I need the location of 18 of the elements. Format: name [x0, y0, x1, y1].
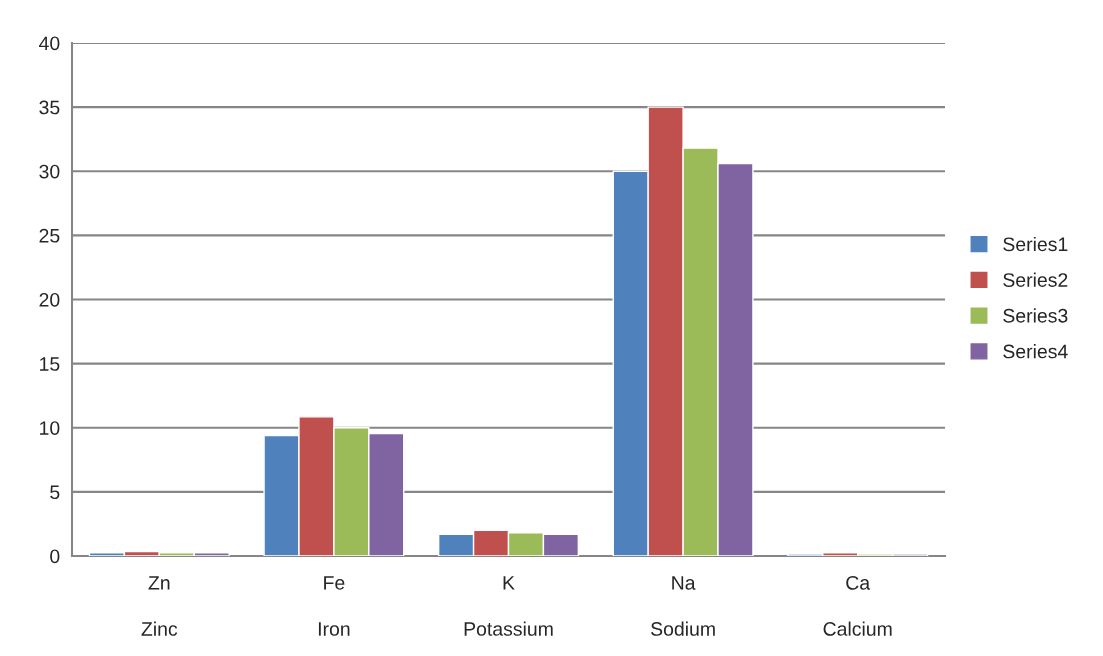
y-tick-label: 5 — [50, 485, 60, 500]
category-label: Fe Iron — [318, 576, 350, 636]
legend-label: Series2 — [1003, 272, 1068, 287]
y-tick-label: 20 — [39, 292, 60, 307]
y-tick-label: 25 — [39, 228, 60, 243]
legend-label: Series1 — [1003, 236, 1068, 252]
legend-label: Series4 — [1003, 344, 1068, 359]
y-tick-label: 30 — [39, 164, 60, 179]
y-tick-label: 10 — [40, 421, 60, 435]
y-tick-label: 15 — [40, 357, 60, 371]
y-tick-label: 40 — [39, 36, 60, 51]
category-label: Na Sodium — [651, 576, 715, 636]
category-label: K Potassium — [464, 576, 553, 636]
y-tick-label: 0 — [50, 549, 60, 564]
category-label: Ca Calcium — [823, 575, 892, 636]
y-tick-label: 35 — [39, 100, 60, 115]
category-label: Zn Zinc — [141, 576, 178, 636]
legend-label: Series3 — [1003, 308, 1068, 323]
